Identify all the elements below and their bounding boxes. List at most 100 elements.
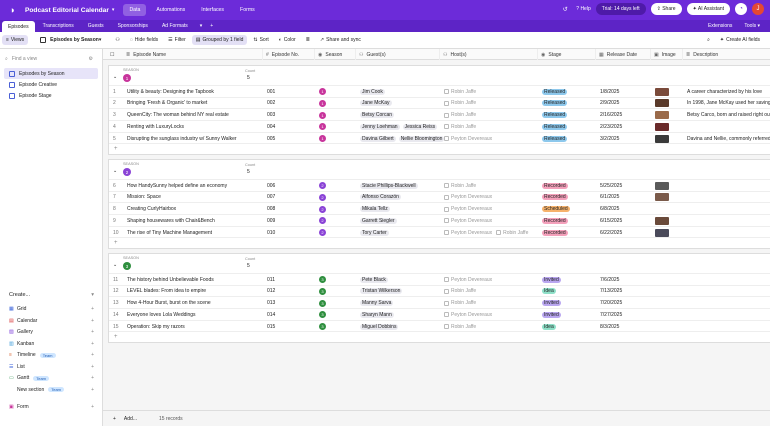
tab-episodes[interactable]: Episodes: [2, 21, 35, 33]
guests-cell[interactable]: Stacie Phillips-Blackwell: [360, 180, 444, 192]
guest-chip[interactable]: Garrett Siegler: [360, 217, 397, 224]
tab-transcriptions[interactable]: Transcriptions: [42, 23, 74, 29]
episode-no[interactable]: 008: [267, 206, 276, 213]
image-cell[interactable]: [655, 215, 687, 227]
add-row-button[interactable]: +: [114, 240, 118, 247]
hosts-cell[interactable]: Peyton Devereaux: [444, 309, 542, 321]
guest-chip[interactable]: Jenny Loehman: [360, 123, 400, 130]
ai-assistant-button[interactable]: ✦ AI Assistant: [686, 3, 730, 15]
hosts-cell[interactable]: Peyton Devereaux: [444, 215, 542, 227]
episode-no[interactable]: 001: [267, 88, 276, 95]
image-cell[interactable]: [655, 180, 687, 192]
description[interactable]: [687, 321, 770, 333]
stage-cell[interactable]: Recorded: [542, 192, 600, 204]
season-cell[interactable]: 1: [319, 109, 360, 121]
stage-cell[interactable]: Scheduled: [542, 203, 600, 215]
hosts-cell[interactable]: Robin Jaffe: [444, 109, 542, 121]
add-icon[interactable]: +: [91, 386, 94, 393]
add-icon[interactable]: +: [91, 317, 94, 324]
release-date[interactable]: 7/6/2025: [600, 276, 620, 283]
host-chip[interactable]: Robin Jaffe: [496, 230, 528, 236]
season-cell[interactable]: 3: [319, 274, 360, 286]
chevron-down-icon[interactable]: ⌄: [113, 262, 118, 268]
hosts-cell[interactable]: Peyton Devereaux: [444, 274, 542, 286]
column-header[interactable]: ▦ Release Date: [596, 49, 651, 60]
nav-forms[interactable]: Forms: [240, 7, 255, 13]
create-view-header[interactable]: Create... ▾: [9, 291, 94, 298]
stage-cell[interactable]: Recorded: [542, 180, 600, 192]
season-cell[interactable]: 1: [319, 133, 360, 145]
guest-chip[interactable]: Sharyn Mann: [360, 311, 394, 318]
add-icon[interactable]: +: [91, 306, 94, 313]
hosts-cell[interactable]: Robin Jaffe: [444, 321, 542, 333]
release-date[interactable]: 2/23/2025: [600, 123, 623, 130]
column-header[interactable]: ≣ Description: [683, 49, 770, 60]
season-cell[interactable]: 3: [319, 297, 360, 309]
guest-chip[interactable]: Jessica Reiss: [402, 123, 438, 130]
release-date[interactable]: 3/2/2025: [600, 135, 620, 142]
description[interactable]: [687, 121, 770, 133]
episode-no[interactable]: 006: [267, 182, 276, 189]
host-chip[interactable]: Peyton Devereaux: [444, 218, 492, 224]
group-button[interactable]: ▤ Grouped by 1 field: [191, 35, 248, 45]
episode-name[interactable]: Disrupting the sunglass industry w/ Sunn…: [127, 135, 237, 142]
host-chip[interactable]: Robin Jaffe: [444, 288, 476, 294]
release-date[interactable]: 6/1/2025: [600, 194, 620, 201]
add-icon[interactable]: +: [91, 352, 94, 359]
guest-chip[interactable]: Tristan Wilkerson: [360, 288, 403, 295]
hosts-cell[interactable]: Robin Jaffe: [444, 297, 542, 309]
guest-chip[interactable]: Tory Carter: [360, 229, 389, 236]
group-header[interactable]: ⌄ SEASON 3 Count 5: [109, 254, 770, 274]
help-link[interactable]: ? Help: [576, 6, 591, 12]
release-date[interactable]: 2/9/2025: [600, 100, 620, 107]
base-title[interactable]: Podcast Editorial Calendar: [25, 6, 109, 14]
season-cell[interactable]: 3: [319, 286, 360, 298]
table-row[interactable]: 14 Everyone loves Lola Weddings 014 3 Sharyn…: [109, 309, 770, 321]
sidebar-view-1[interactable]: Episodes by Season: [4, 68, 98, 79]
guests-cell[interactable]: Pete Black: [360, 274, 444, 286]
description[interactable]: [687, 180, 770, 192]
episode-name[interactable]: LEVEL blades: From idea to empire: [127, 288, 207, 295]
episode-name[interactable]: Renting with LuxuryLocks: [127, 123, 184, 130]
episode-thumbnail[interactable]: [655, 122, 669, 131]
create-timeline[interactable]: ≡ Timeline Team +: [0, 350, 103, 362]
add-icon[interactable]: +: [91, 375, 94, 382]
hosts-cell[interactable]: Robin Jaffe: [444, 121, 542, 133]
share-sync-button[interactable]: ↗ Share and sync: [319, 37, 361, 43]
release-date[interactable]: 6/15/2025: [600, 217, 623, 224]
stage-cell[interactable]: Invited: [542, 309, 600, 321]
chevron-down-icon[interactable]: ▾: [111, 7, 115, 13]
host-chip[interactable]: Peyton Devereaux: [444, 277, 492, 283]
episode-name[interactable]: Creating CurlyHairbox: [127, 206, 177, 213]
description[interactable]: Davina and Nellie, commonly referred: [687, 135, 770, 142]
episode-name[interactable]: QueenCity: The woman behind NY real esta…: [127, 112, 229, 119]
episode-name[interactable]: Utility & beauty: Designing the Tapbook: [127, 88, 214, 95]
hosts-cell[interactable]: Peyton Devereaux: [444, 192, 542, 204]
episode-no[interactable]: 013: [267, 300, 276, 307]
description[interactable]: [687, 286, 770, 298]
season-cell[interactable]: 2: [319, 192, 360, 204]
table-row[interactable]: 4 Renting with LuxuryLocks 004 1 Jenny Loehm…: [109, 121, 770, 133]
person-icon[interactable]: ⚇: [115, 37, 120, 43]
table-row[interactable]: 15 Operation: Skip my razors 015 3 Miguel Do…: [109, 321, 770, 333]
season-cell[interactable]: 1: [319, 121, 360, 133]
host-chip[interactable]: Peyton Devereaux: [444, 312, 492, 318]
extensions-link[interactable]: Extensions: [707, 23, 733, 29]
episode-name[interactable]: The rise of Tiny Machine Management: [127, 229, 213, 236]
description[interactable]: [687, 192, 770, 204]
create-ai-fields-button[interactable]: ✦ Create AI fields: [719, 37, 760, 43]
stage-cell[interactable]: Idea: [542, 321, 600, 333]
season-cell[interactable]: 1: [319, 86, 360, 98]
add-icon[interactable]: +: [113, 415, 116, 422]
avatar[interactable]: J: [752, 3, 764, 15]
column-header[interactable]: ◉ Season: [315, 49, 356, 60]
tab-ad-formats[interactable]: Ad Formats: [161, 23, 188, 29]
stage-cell[interactable]: Released: [542, 98, 600, 110]
guests-cell[interactable]: Betsy Corcan: [360, 109, 444, 121]
stage-cell[interactable]: Invited: [542, 274, 600, 286]
sort-button[interactable]: ⇅ Sort: [253, 37, 269, 43]
episode-no[interactable]: 011: [267, 276, 275, 283]
guests-cell[interactable]: Jenny Loehman Jessica Reiss: [360, 121, 444, 133]
guest-chip[interactable]: Miguel Dobbins: [360, 323, 399, 330]
create-gallery[interactable]: ▧ Gallery +: [0, 327, 103, 339]
